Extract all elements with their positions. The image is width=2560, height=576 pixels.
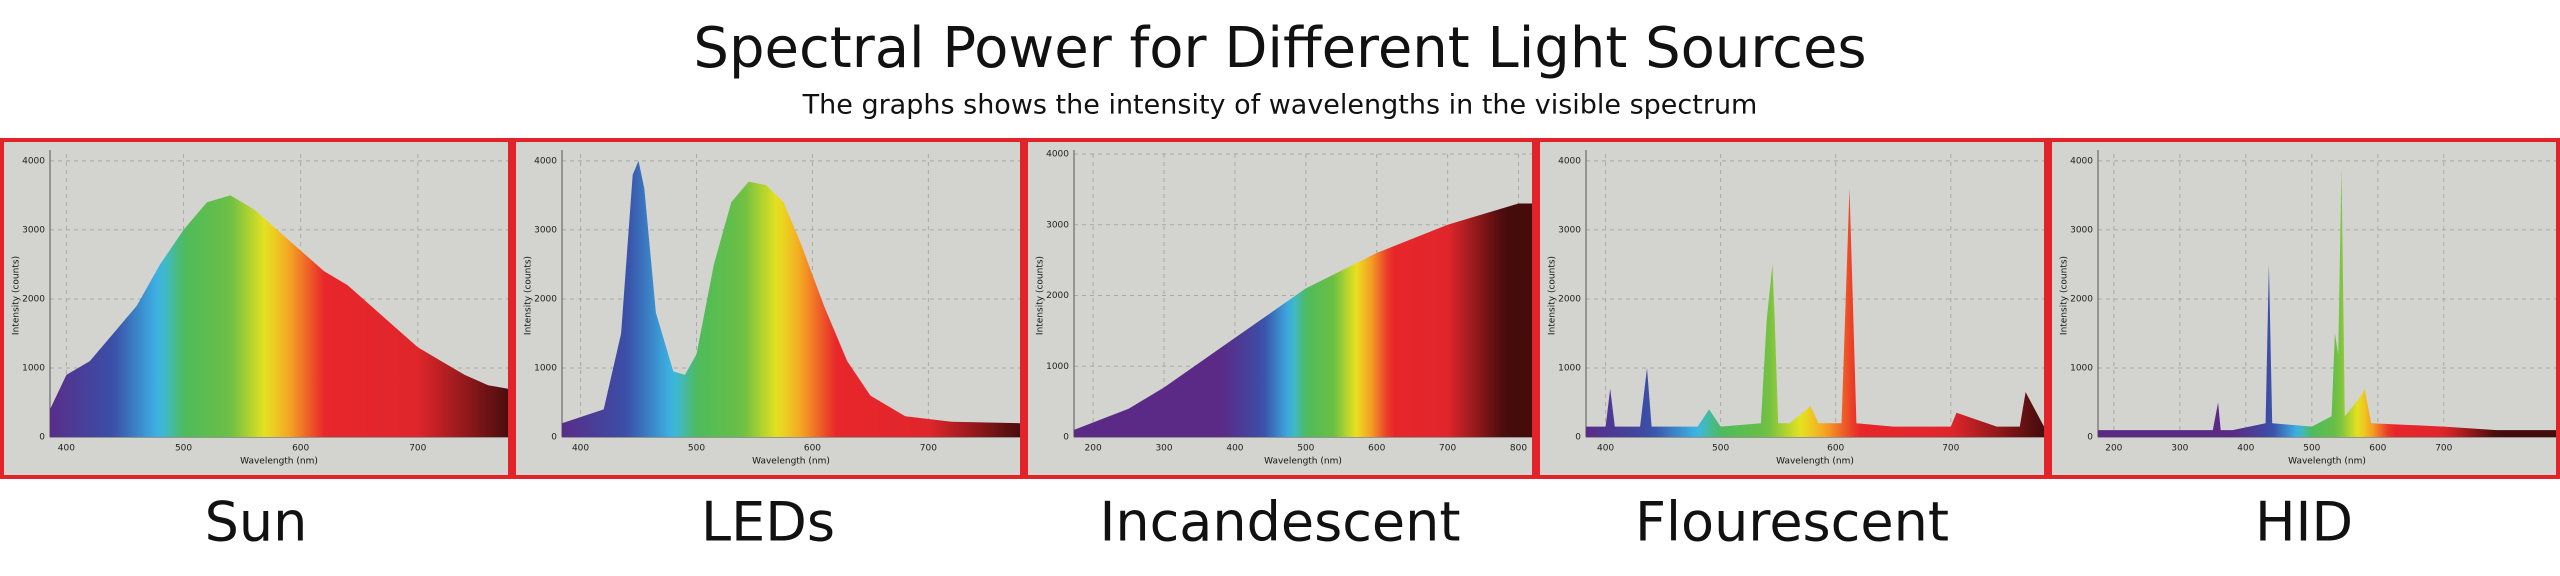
y-tick-label: 4000 [1558,156,1581,166]
x-tick-label: 500 [1297,444,1314,454]
panel-label: Incandescent [1099,491,1460,554]
spectrum-area [50,195,508,437]
y-tick-label: 1000 [22,363,45,373]
y-tick-label: 0 [2087,433,2093,443]
y-tick-label: 1000 [2070,363,2093,373]
y-tick-label: 3000 [22,225,45,235]
y-tick-label: 4000 [22,156,45,166]
x-tick-label: 500 [688,444,705,454]
spectrum-area [562,160,1020,437]
y-tick-label: 1000 [1046,362,1069,372]
y-tick-label: 4000 [2070,156,2093,166]
x-tick-label: 400 [1226,444,1243,454]
y-tick-label: 1000 [534,363,557,373]
x-tick-label: 200 [2105,444,2122,454]
panel-label: LEDs [701,491,835,554]
page-subtitle: The graphs shows the intensity of wavele… [802,90,1758,121]
x-tick-label: 700 [1439,444,1456,454]
x-tick-label: 700 [409,444,426,454]
x-tick-label: 400 [1597,444,1614,454]
y-axis-label: Intensity (counts) [12,256,22,335]
x-axis-label: Wavelength (nm) [752,457,830,467]
y-tick-label: 1000 [1558,363,1581,373]
x-axis-label: Wavelength (nm) [240,457,318,467]
y-tick-label: 3000 [534,225,557,235]
y-tick-label: 2000 [1046,291,1069,301]
y-tick-label: 4000 [1046,150,1069,160]
x-axis-label: Wavelength (nm) [1264,457,1342,467]
y-axis-label: Intensity (counts) [2060,256,2070,335]
x-tick-label: 400 [58,444,75,454]
x-tick-label: 300 [1155,444,1172,454]
y-tick-label: 3000 [1558,225,1581,235]
x-tick-label: 600 [1368,444,1385,454]
x-tick-label: 500 [2303,444,2320,454]
spectrum-area [1074,203,1532,437]
y-tick-label: 3000 [2070,225,2093,235]
x-axis-label: Wavelength (nm) [1776,457,1854,467]
x-axis-label: Wavelength (nm) [2288,457,2366,467]
y-tick-label: 3000 [1046,220,1069,230]
x-tick-label: 400 [572,444,589,454]
x-tick-label: 800 [1510,444,1527,454]
y-tick-label: 0 [1575,433,1581,443]
page-title: Spectral Power for Different Light Sourc… [693,16,1866,81]
x-tick-label: 300 [2171,444,2188,454]
x-tick-label: 200 [1085,444,1102,454]
x-tick-label: 700 [920,444,937,454]
x-tick-label: 500 [1712,444,1729,454]
y-tick-label: 4000 [534,156,557,166]
x-tick-label: 600 [1827,444,1844,454]
y-tick-label: 2000 [2070,294,2093,304]
x-tick-label: 600 [292,444,309,454]
panel [2048,138,2560,479]
y-tick-label: 2000 [534,294,557,304]
panel-label: Flourescent [1635,491,1949,554]
y-tick-label: 0 [39,433,45,443]
x-tick-label: 700 [1942,444,1959,454]
x-tick-label: 400 [2237,444,2254,454]
y-tick-label: 0 [551,433,557,443]
x-tick-label: 500 [175,444,192,454]
panel-label: HID [2255,491,2353,554]
y-axis-label: Intensity (counts) [1036,256,1046,335]
y-tick-label: 2000 [1558,294,1581,304]
y-axis-label: Intensity (counts) [524,256,534,335]
y-tick-label: 0 [1063,433,1069,443]
x-tick-label: 600 [804,444,821,454]
panel-label: Sun [205,491,308,554]
y-tick-label: 2000 [22,294,45,304]
x-tick-label: 600 [2369,444,2386,454]
x-tick-label: 700 [2435,444,2452,454]
y-axis-label: Intensity (counts) [1548,256,1558,335]
